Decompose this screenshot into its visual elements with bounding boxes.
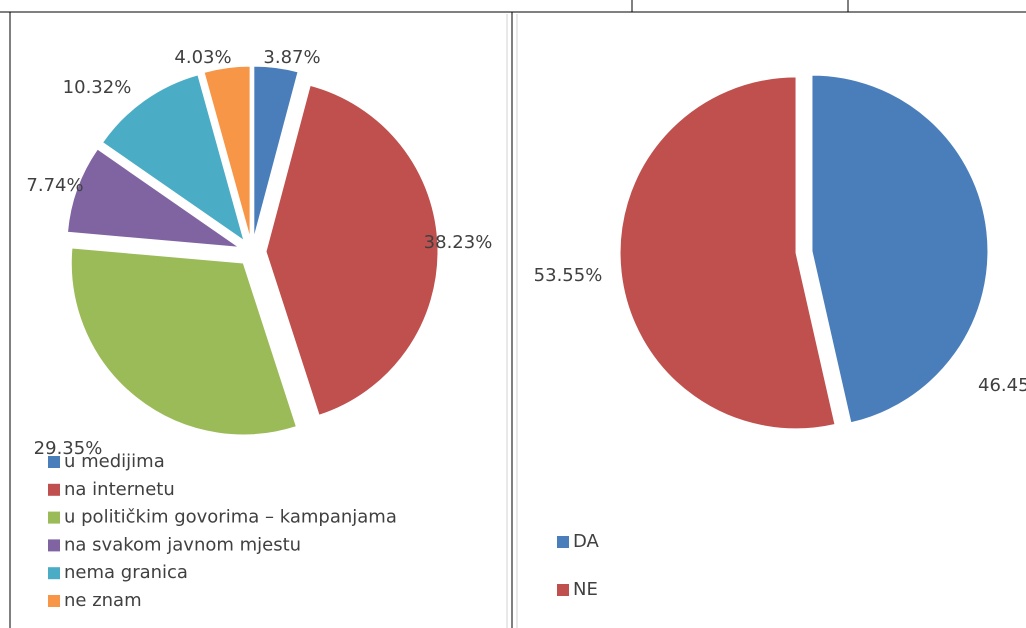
legend-swatch — [48, 483, 60, 496]
pie-slice — [66, 148, 241, 248]
data-label: 53.55% — [534, 265, 603, 286]
legend-swatch — [48, 567, 60, 580]
pie-slice — [265, 84, 439, 416]
data-label: 4.03% — [174, 47, 231, 68]
legend-label: na internetu — [64, 479, 175, 500]
legend-label: ne znam — [64, 590, 142, 611]
legend-swatch — [48, 511, 60, 524]
data-label: 7.74% — [26, 175, 83, 196]
pie-slice — [203, 65, 251, 239]
pie-slice — [70, 247, 297, 436]
legend-swatch — [48, 595, 60, 607]
data-label: 38.23% — [424, 232, 493, 253]
legend-swatch — [48, 539, 60, 552]
pie-slice — [253, 65, 299, 239]
legend-label: u medijima — [64, 451, 165, 472]
pie-slice — [811, 74, 989, 424]
legend-swatch — [557, 584, 569, 596]
legend-label: DA — [573, 531, 600, 552]
legend-swatch — [557, 536, 569, 548]
pie-slice — [619, 76, 836, 430]
legend-label: na svakom javnom mjestu — [64, 534, 301, 555]
legend-label: NE — [573, 579, 598, 600]
data-label: 10.32% — [63, 77, 132, 98]
pie-slice — [101, 74, 245, 242]
legend-label: nema granica — [64, 562, 188, 583]
data-label: 46.45% — [978, 375, 1026, 396]
data-label: 29.35% — [34, 438, 103, 459]
legend-label: u političkim govorima – kampanjama — [64, 507, 397, 528]
legend-swatch — [48, 456, 60, 468]
data-label: 3.87% — [263, 47, 320, 68]
